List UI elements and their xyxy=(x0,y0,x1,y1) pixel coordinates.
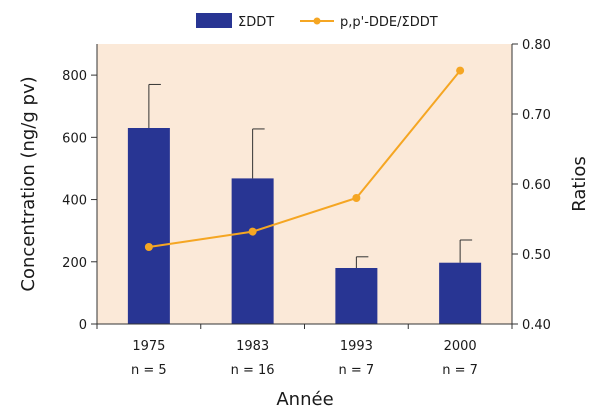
y-tick-label: 400 xyxy=(62,194,87,209)
bar xyxy=(335,268,378,324)
ratio-point xyxy=(144,243,153,251)
x-axis-title: Année xyxy=(276,389,333,410)
x-tick-label: 1975 xyxy=(132,339,165,354)
x-sample-size-label: n = 16 xyxy=(231,363,275,378)
ratio-point xyxy=(352,194,361,202)
legend-label-line: p,p'-DDE/ΣDDT xyxy=(340,15,438,30)
legend: ΣDDT p,p'-DDE/ΣDDT xyxy=(196,13,438,30)
ratio-point xyxy=(248,227,257,236)
bar xyxy=(127,128,170,324)
x-tick-label: 2000 xyxy=(444,339,477,354)
y2-tick-label: 0.70 xyxy=(522,108,551,123)
y2-axis-title: Ratios xyxy=(569,156,590,212)
x-sample-size-label: n = 5 xyxy=(131,363,167,378)
y-axis-title: Concentration (ng/g pv) xyxy=(18,76,39,291)
y2-tick-label: 0.80 xyxy=(522,38,551,53)
y-tick-label: 200 xyxy=(62,256,87,271)
y-tick-label: 800 xyxy=(62,69,87,84)
legend-swatch-bar xyxy=(196,13,232,28)
bar xyxy=(439,262,482,324)
bar xyxy=(231,178,274,324)
legend-swatch-marker xyxy=(313,17,321,25)
y2-tick-label: 0.50 xyxy=(522,248,551,263)
x-tick-label: 1983 xyxy=(236,339,269,354)
y2-tick-label: 0.60 xyxy=(522,178,551,193)
y-tick-label: 0 xyxy=(79,318,87,333)
y-tick-label: 600 xyxy=(62,131,87,146)
marks-layer xyxy=(127,66,482,324)
x-sample-size-label: n = 7 xyxy=(442,363,478,378)
ratio-line xyxy=(148,69,461,248)
x-tick-label: 1993 xyxy=(340,339,373,354)
x-sample-size-label: n = 7 xyxy=(339,363,375,378)
legend-label-bar: ΣDDT xyxy=(238,15,274,30)
ratio-point xyxy=(456,66,465,75)
y2-tick-label: 0.40 xyxy=(522,318,551,333)
